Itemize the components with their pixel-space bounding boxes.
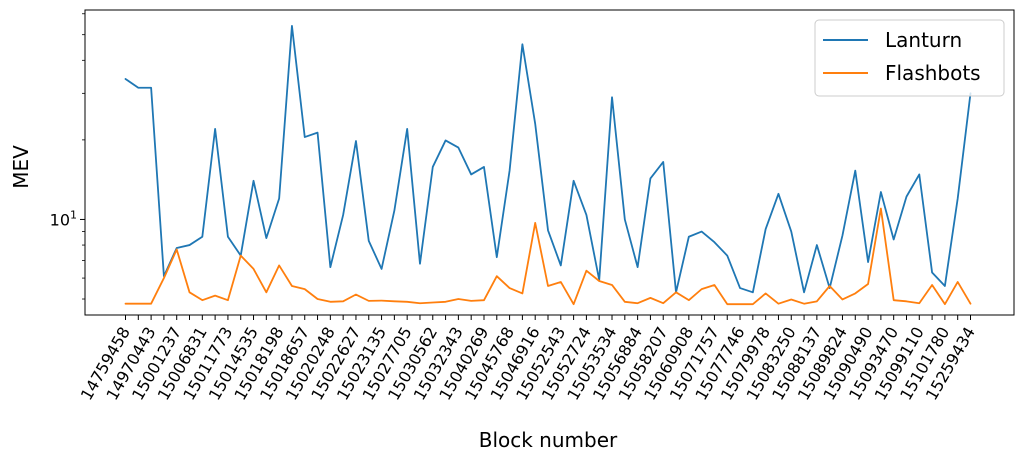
legend-label-flashbots: Flashbots <box>885 61 981 85</box>
x-axis-title: Block number <box>479 428 618 452</box>
y-tick-label: 101 <box>50 208 77 229</box>
plot-frame <box>84 9 1015 316</box>
legend: Lanturn Flashbots <box>814 19 1005 97</box>
series-line-lanturn <box>124 24 972 294</box>
y-axis-title: MEV <box>9 145 33 189</box>
series-line-flashbots <box>124 207 972 306</box>
x-axis-ticks: 1475945814970443150012371500683115011773… <box>77 315 979 404</box>
series-layer <box>124 24 972 306</box>
y-axis-ticks: 101 <box>50 13 85 300</box>
legend-label-lanturn: Lanturn <box>885 28 962 52</box>
